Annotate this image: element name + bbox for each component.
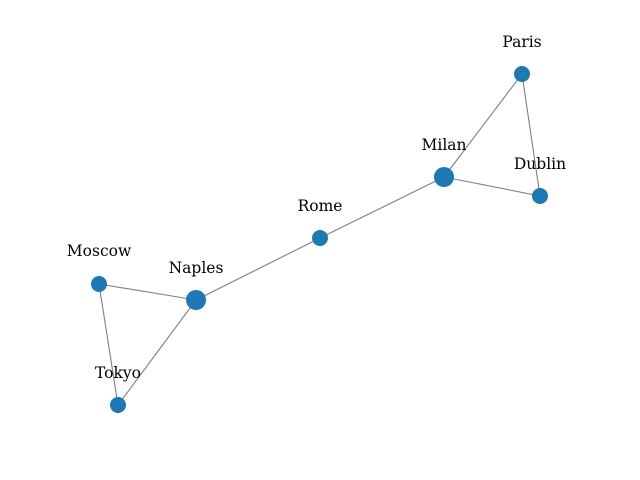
node-label-naples: Naples xyxy=(169,259,224,277)
node-label-dublin: Dublin xyxy=(514,155,566,173)
node-label-tokyo: Tokyo xyxy=(95,364,141,382)
node-naples xyxy=(186,290,206,310)
edge-paris-dublin xyxy=(521,73,541,197)
node-label-milan: Milan xyxy=(421,136,466,154)
node-moscow xyxy=(91,276,107,292)
nodes-layer xyxy=(91,66,548,413)
node-tokyo xyxy=(110,397,126,413)
node-label-rome: Rome xyxy=(298,197,343,215)
edge-rome-naples xyxy=(195,237,321,301)
edges-layer xyxy=(98,73,541,406)
edge-naples-tokyo xyxy=(117,299,197,406)
node-milan xyxy=(434,167,454,187)
edge-milan-rome xyxy=(319,176,445,239)
node-paris xyxy=(514,66,530,82)
labels-layer: Paris Milan Dublin Rome Moscow Naples Tokyo xyxy=(67,33,566,382)
edge-paris-milan xyxy=(443,73,523,178)
edge-naples-moscow xyxy=(98,283,197,301)
node-label-moscow: Moscow xyxy=(67,242,132,260)
node-rome xyxy=(312,230,328,246)
edge-moscow-tokyo xyxy=(98,283,119,406)
node-label-paris: Paris xyxy=(502,33,541,51)
node-dublin xyxy=(532,188,548,204)
edge-milan-dublin xyxy=(443,176,541,197)
